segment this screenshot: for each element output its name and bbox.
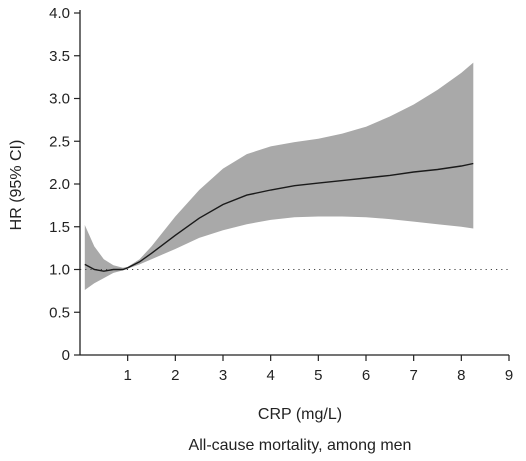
ci-band [84, 62, 474, 290]
x-tick-label: 6 [362, 367, 370, 384]
y-tick-label: 3.0 [49, 91, 70, 108]
y-tick-label: 2.5 [49, 133, 70, 150]
y-tick-label: 0 [62, 347, 70, 364]
x-tick-label: 7 [409, 367, 417, 384]
y-ticks: 0 0.5 1.0 1.5 2.0 2.5 3.0 3.5 4.0 [49, 5, 80, 364]
x-tick-label: 2 [171, 367, 179, 384]
x-tick-label: 8 [457, 367, 465, 384]
hr-line-layer [84, 162, 474, 272]
y-tick-label: 0.5 [49, 304, 70, 321]
y-tick-label: 1.0 [49, 262, 70, 279]
ci-band-layer [84, 62, 474, 290]
hr-line [84, 162, 474, 272]
y-tick-label: 4.0 [49, 5, 70, 22]
x-axis-title: CRP (mg/L) [258, 406, 342, 423]
x-tick-label: 1 [123, 367, 131, 384]
x-tick-label: 5 [314, 367, 322, 384]
y-axis-title: HR (95% CI) [8, 140, 25, 231]
x-tick-label: 3 [219, 367, 227, 384]
x-tick-label: 9 [505, 367, 513, 384]
x-tick-label: 4 [266, 367, 274, 384]
y-tick-label: 2.0 [49, 176, 70, 193]
chart-caption: All-cause mortality, among men [189, 437, 412, 454]
axes-layer [79, 10, 509, 356]
y-tick-label: 1.5 [49, 219, 70, 236]
y-tick-label: 3.5 [49, 48, 70, 65]
x-ticks: 1 2 3 4 5 6 7 8 9 [123, 355, 513, 384]
